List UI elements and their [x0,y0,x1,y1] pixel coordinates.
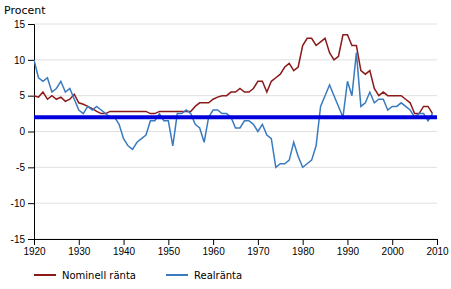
plot-area: 1920 1930 1940 1950 1960 1970 1980 1990 2000 2010… [11,19,450,257]
x-tick-label: 1990 [337,246,360,257]
y-tick: 0 [19,126,34,137]
legend-swatch [34,274,56,276]
x-tick-mark [392,239,393,245]
x-tick: 1990 [337,239,360,257]
grid-line [34,95,437,96]
y-tick: -5 [16,162,34,173]
grid-line [34,131,437,132]
x-tick: 1980 [292,239,315,257]
x-tick-mark [213,239,214,245]
y-tick-label: 10 [14,55,26,66]
y-axis-line [28,25,35,240]
x-tick-label: 1940 [113,246,136,257]
y-tick: 5 [19,90,34,101]
y-tick-label: 0 [19,126,25,137]
legend-item: Nominell ränta [34,270,136,281]
legend-label: Nominell ränta [62,270,136,281]
x-axis-line [35,240,438,246]
grid-line [34,59,437,60]
series-line [34,35,433,114]
x-tick-mark [124,239,125,245]
x-tick-label: 1920 [23,246,46,257]
x-tick-label: 1980 [292,246,315,257]
grid [34,24,437,239]
x-axis: 1920 1930 1940 1950 1960 1970 1980 1990 2000 2010 [23,239,449,257]
x-tick: 1950 [158,239,181,257]
grid-line [34,167,437,168]
y-tick-label: -10 [11,198,26,209]
x-tick: 1960 [202,239,225,257]
series-line [34,53,433,168]
y-axis-title: Procent [4,4,46,17]
y-tick-label: -5 [16,162,25,173]
y-tick-mark [28,60,34,61]
x-tick: 1970 [247,239,270,257]
x-tick: 2010 [426,239,449,257]
x-tick-mark [258,239,259,245]
y-tick-mark [28,167,34,168]
x-tick: 1920 [23,239,46,257]
y-tick-mark [28,239,34,240]
x-tick-mark [168,239,169,245]
marks [34,35,437,168]
y-tick-label: 15 [14,19,26,30]
y-tick-label: 5 [19,90,25,101]
y-tick: 10 [14,55,34,66]
x-tick-label: 1970 [247,246,270,257]
x-tick-label: 1930 [68,246,91,257]
y-tick: -10 [11,198,34,209]
x-tick-label: 2010 [426,246,449,257]
reference-line [34,115,437,119]
y-tick: 15 [14,19,34,30]
x-tick-label: 1950 [158,246,181,257]
x-tick: 1930 [68,239,91,257]
y-tick-mark [28,24,34,25]
chart: 1920 1930 1940 1950 1960 1970 1980 1990 2000 2010… [0,0,451,289]
legend-item: Realränta [166,270,242,281]
legend-label: Realränta [194,270,242,281]
x-tick-mark [79,239,80,245]
x-tick-label: 2000 [382,246,405,257]
y-tick-mark [28,132,34,133]
x-tick-label: 1960 [202,246,225,257]
y-tick-mark [28,203,34,204]
y-tick: -15 [11,234,34,245]
y-tick-label: -15 [11,234,26,245]
grid-line [34,203,437,204]
legend-swatch [166,274,188,276]
x-tick: 1940 [113,239,136,257]
x-tick-mark [303,239,304,245]
x-tick-mark [347,239,348,245]
y-tick-mark [28,96,34,97]
x-tick-mark [437,239,438,245]
y-axis: -15 -10 -5 0 5 10 15 [11,19,35,245]
grid-line [34,24,437,25]
x-tick: 2000 [382,239,405,257]
legend: Nominell ränta Realränta [34,270,242,281]
